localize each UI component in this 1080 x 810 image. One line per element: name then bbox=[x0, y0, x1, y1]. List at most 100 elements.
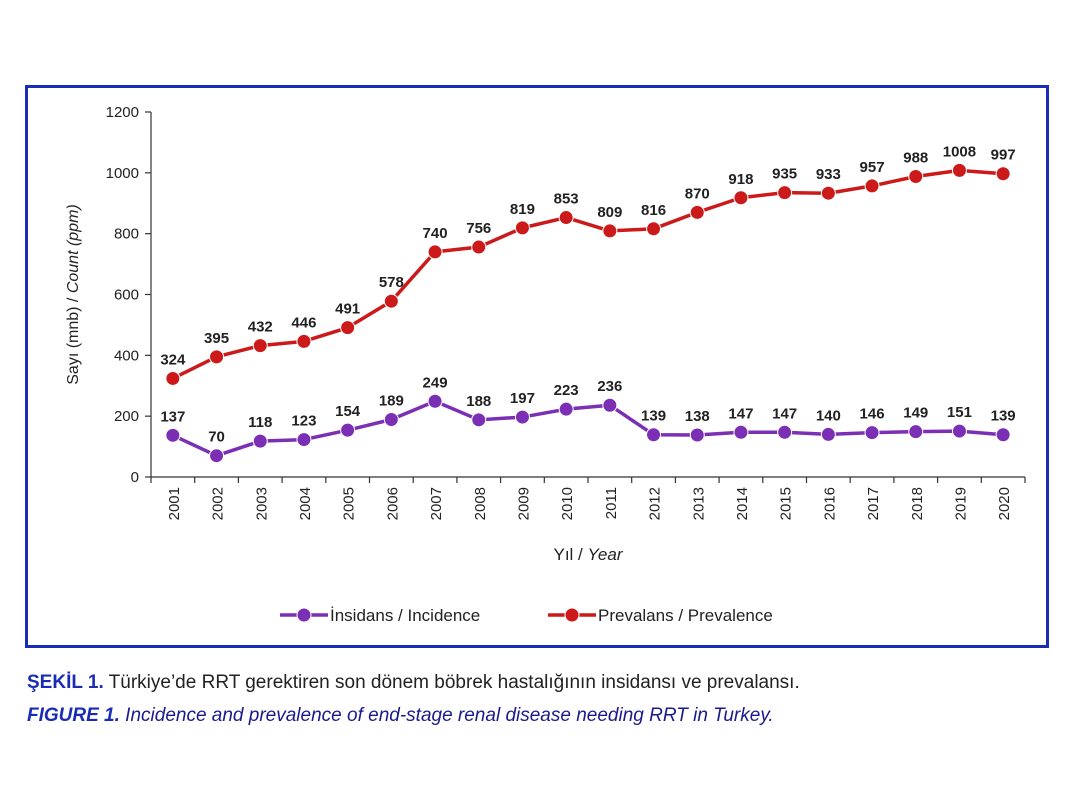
prevalence-point bbox=[514, 220, 530, 236]
incidence-point bbox=[383, 412, 399, 428]
incidence-point bbox=[252, 433, 268, 449]
incidence-data-label: 197 bbox=[510, 390, 535, 407]
caption-turkish: ŞEKİL 1. Türkiye’de RRT gerektiren son d… bbox=[27, 672, 800, 694]
x-tick-label: 2006 bbox=[384, 487, 401, 520]
x-tick-label: 2007 bbox=[428, 487, 445, 520]
prevalence-data-label: 740 bbox=[423, 225, 448, 242]
prevalence-data-label: 491 bbox=[335, 301, 360, 318]
prevalence-data-label: 756 bbox=[466, 220, 491, 237]
incidence-data-label: 70 bbox=[208, 429, 225, 446]
incidence-point bbox=[951, 423, 967, 439]
incidence-data-label: 147 bbox=[728, 405, 753, 422]
prevalence-point bbox=[820, 185, 836, 201]
prevalence-data-label: 819 bbox=[510, 201, 535, 218]
incidence-point bbox=[602, 397, 618, 413]
figure-frame: 0 200 400 600 800 1000 1200 2001 2002 2003 2004 200… bbox=[25, 85, 1049, 648]
x-tick-label: 2013 bbox=[690, 487, 707, 520]
incidence-data-label: 188 bbox=[466, 393, 491, 410]
incidence-point bbox=[514, 409, 530, 425]
incidence-point bbox=[777, 424, 793, 440]
incidence-data-label: 223 bbox=[554, 382, 579, 399]
incidence-data-label: 236 bbox=[597, 378, 622, 395]
y-axis-title-italic: Count (ppm) bbox=[65, 204, 82, 293]
incidence-point bbox=[864, 425, 880, 441]
caption-turkish-lead: ŞEKİL 1. bbox=[27, 672, 104, 693]
incidence-data-label: 149 bbox=[903, 405, 928, 422]
y-tick-label: 800 bbox=[114, 226, 139, 243]
y-tick-label: 1200 bbox=[106, 104, 139, 121]
prevalence-data-label: 870 bbox=[685, 185, 710, 202]
y-axis-title-plain: Sayı (mnb) / bbox=[65, 293, 82, 385]
prevalence-point bbox=[733, 190, 749, 206]
prevalence-line bbox=[172, 168, 1004, 381]
prevalence-point bbox=[777, 185, 793, 201]
incidence-point bbox=[995, 427, 1011, 443]
prevalence-data-label: 988 bbox=[903, 149, 928, 166]
prevalence-data-label: 578 bbox=[379, 274, 404, 291]
prevalence-point bbox=[908, 168, 924, 184]
prevalence-point bbox=[689, 204, 705, 220]
incidence-data-label: 249 bbox=[423, 374, 448, 391]
x-tick-label: 2011 bbox=[603, 487, 620, 519]
incidence-data-label: 137 bbox=[160, 408, 185, 425]
incidence-point bbox=[296, 432, 312, 448]
incidence-point bbox=[820, 426, 836, 442]
prevalence-data-label: 918 bbox=[728, 171, 753, 188]
prevalence-point bbox=[951, 162, 967, 178]
x-tick-label: 2018 bbox=[909, 487, 926, 520]
x-axis-title-italic: Year bbox=[588, 545, 624, 564]
x-tick-label: 2004 bbox=[297, 487, 314, 520]
y-axis-title: Sayı (mnb) / Count (ppm) bbox=[65, 204, 82, 385]
caption-english-lead: FIGURE 1. bbox=[27, 705, 120, 726]
incidence-point bbox=[471, 412, 487, 428]
x-tick-label: 2005 bbox=[341, 487, 358, 520]
incidence-data-label: 146 bbox=[860, 406, 885, 423]
prevalence-data-label: 324 bbox=[160, 351, 186, 368]
x-tick-label: 2016 bbox=[821, 487, 838, 520]
prevalence-point bbox=[209, 349, 225, 365]
prevalence-data-label: 997 bbox=[991, 147, 1016, 164]
prevalence-point bbox=[296, 333, 312, 349]
y-tick-label: 1000 bbox=[106, 165, 139, 182]
x-tick-label: 2020 bbox=[996, 487, 1013, 520]
prevalence-point bbox=[558, 210, 574, 226]
caption-english: FIGURE 1. Incidence and prevalence of en… bbox=[27, 705, 774, 727]
chart: 0 200 400 600 800 1000 1200 2001 2002 2003 2004 200… bbox=[65, 104, 1026, 625]
x-tick-label: 2002 bbox=[210, 487, 227, 520]
prevalence-data-label: 432 bbox=[248, 319, 273, 336]
prevalence-point bbox=[864, 178, 880, 194]
incidence-data-label: 139 bbox=[991, 408, 1016, 425]
prevalence-data-label: 446 bbox=[291, 314, 316, 331]
x-axis-title-plain: Yıl / bbox=[554, 545, 588, 564]
prevalence-data-label: 933 bbox=[816, 166, 841, 183]
prevalence-point bbox=[646, 221, 662, 237]
prevalence-data-label: 853 bbox=[554, 191, 579, 208]
incidence-data-label: 138 bbox=[685, 408, 710, 425]
incidence-point bbox=[340, 422, 356, 438]
incidence-data-label: 139 bbox=[641, 408, 666, 425]
prevalence-point bbox=[995, 166, 1011, 182]
x-axis-title: Yıl / Year bbox=[554, 545, 624, 564]
prevalence-data-label: 816 bbox=[641, 202, 666, 219]
legend-incidence-label: İnsidans / Incidence bbox=[330, 606, 480, 625]
incidence-point bbox=[733, 424, 749, 440]
x-tick-label: 2012 bbox=[647, 487, 664, 520]
caption-english-text: Incidence and prevalence of end-stage re… bbox=[119, 705, 774, 726]
prevalence-data-label: 935 bbox=[772, 166, 797, 183]
x-tick-label: 2010 bbox=[559, 487, 576, 520]
y-tick-label: 600 bbox=[114, 287, 139, 304]
x-tick-label: 2017 bbox=[865, 487, 882, 520]
x-tick-label: 2003 bbox=[253, 487, 270, 520]
incidence-point bbox=[689, 427, 705, 443]
prevalence-point bbox=[165, 370, 181, 386]
prevalence-point bbox=[383, 293, 399, 309]
incidence-point bbox=[165, 427, 181, 443]
incidence-data-label: 140 bbox=[816, 407, 841, 424]
prevalence-point bbox=[602, 223, 618, 239]
x-tick-label: 2019 bbox=[952, 487, 969, 520]
incidence-data-label: 154 bbox=[335, 403, 361, 420]
incidence-data-label: 118 bbox=[248, 414, 272, 431]
x-tick-label: 2009 bbox=[515, 487, 532, 520]
prevalence-data-label: 1008 bbox=[943, 143, 976, 160]
incidence-data-label: 123 bbox=[291, 413, 316, 430]
